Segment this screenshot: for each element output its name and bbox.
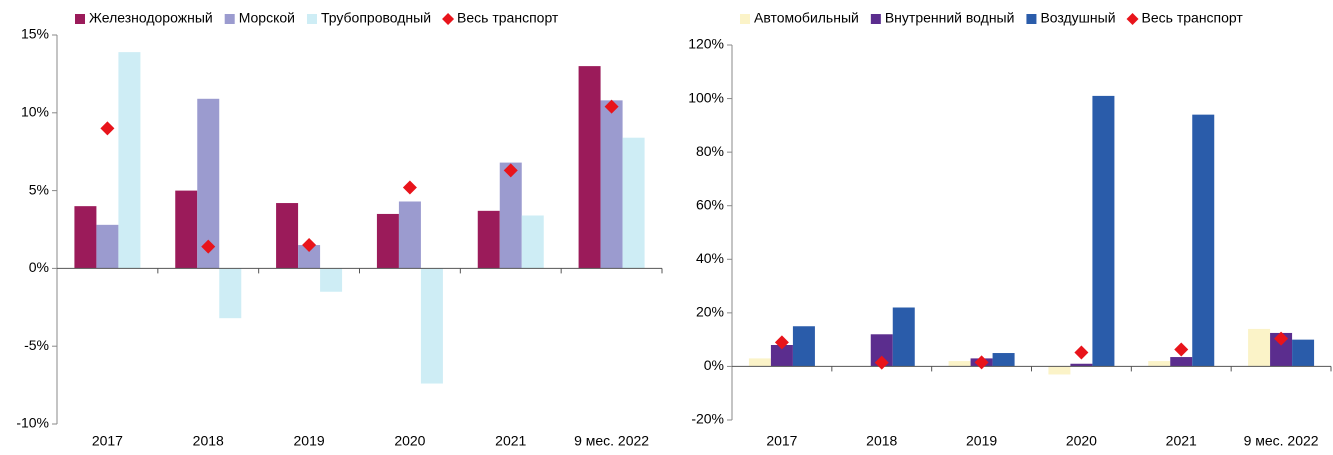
y-tick-label: 80% bbox=[696, 143, 724, 159]
bar bbox=[1248, 328, 1271, 367]
legend-label: Внутренний водный bbox=[885, 10, 1015, 26]
y-tick-label: 0% bbox=[29, 259, 49, 275]
legend-label: Весь транспорт bbox=[457, 10, 559, 26]
legend-swatch bbox=[306, 14, 317, 24]
x-tick-label: 9 мес. 2022 bbox=[1244, 433, 1319, 449]
x-tick-label: 2017 bbox=[92, 433, 123, 449]
y-tick-label: -10% bbox=[16, 415, 49, 431]
y-tick-label: 120% bbox=[688, 36, 724, 52]
bar bbox=[420, 268, 443, 384]
bar bbox=[118, 52, 141, 269]
bar bbox=[748, 358, 771, 367]
bar bbox=[398, 201, 421, 269]
bar bbox=[219, 268, 242, 319]
x-tick-label: 2018 bbox=[193, 433, 224, 449]
x-tick-label: 2020 bbox=[1066, 433, 1097, 449]
x-tick-label: 2017 bbox=[766, 433, 797, 449]
bar bbox=[477, 210, 500, 269]
bar bbox=[578, 66, 601, 269]
legend-swatch bbox=[75, 14, 85, 24]
bar bbox=[1192, 114, 1215, 367]
y-tick-label: 10% bbox=[21, 104, 49, 120]
legend-marker bbox=[1126, 13, 1139, 25]
y-tick-label: 40% bbox=[696, 250, 724, 266]
point-marker bbox=[604, 99, 619, 114]
bar bbox=[792, 326, 815, 367]
x-tick-label: 9 мес. 2022 bbox=[574, 433, 649, 449]
x-tick-label: 2020 bbox=[394, 433, 425, 449]
point-marker bbox=[1174, 342, 1189, 357]
point-marker bbox=[1274, 331, 1289, 346]
bar bbox=[1148, 361, 1171, 367]
legend-swatch bbox=[870, 14, 881, 24]
point-marker bbox=[100, 121, 115, 136]
bar bbox=[276, 203, 299, 269]
bar bbox=[1170, 357, 1193, 367]
point-marker bbox=[974, 355, 989, 370]
y-tick-label: 15% bbox=[21, 26, 49, 42]
bar bbox=[948, 361, 971, 367]
bar bbox=[1270, 332, 1293, 367]
bar bbox=[770, 345, 793, 367]
legend-swatch bbox=[740, 14, 750, 24]
x-tick-label: 2021 bbox=[495, 433, 526, 449]
y-tick-label: -5% bbox=[24, 337, 49, 353]
bar bbox=[74, 206, 97, 269]
y-tick-label: -20% bbox=[691, 411, 724, 427]
legend-label: Железнодорожный bbox=[89, 10, 213, 26]
bar bbox=[320, 268, 343, 292]
y-tick-label: 20% bbox=[696, 304, 724, 320]
legend-label: Воздушный bbox=[1040, 10, 1115, 26]
bar bbox=[376, 213, 399, 269]
x-tick-label: 2018 bbox=[866, 433, 897, 449]
y-tick-label: 60% bbox=[696, 196, 724, 212]
legend-swatch bbox=[1026, 14, 1037, 24]
legend-label: Трубопроводный bbox=[321, 10, 431, 26]
bar bbox=[499, 162, 522, 269]
bar bbox=[1070, 363, 1093, 367]
bar bbox=[870, 334, 893, 367]
bar bbox=[1048, 366, 1071, 375]
legend-label: Морской bbox=[239, 10, 295, 26]
bar bbox=[992, 353, 1015, 367]
legend-marker bbox=[442, 13, 455, 25]
point-marker bbox=[503, 163, 518, 178]
bar bbox=[96, 224, 119, 269]
point-marker bbox=[201, 239, 216, 254]
bar bbox=[197, 98, 220, 269]
x-tick-label: 2019 bbox=[966, 433, 997, 449]
y-tick-label: 100% bbox=[688, 89, 724, 105]
legend-label: Весь транспорт bbox=[1142, 10, 1244, 26]
y-tick-label: 0% bbox=[704, 357, 724, 373]
bar bbox=[892, 307, 915, 367]
bar bbox=[298, 245, 321, 269]
bar bbox=[521, 215, 544, 269]
x-tick-label: 2019 bbox=[294, 433, 325, 449]
bar bbox=[600, 100, 623, 269]
x-tick-label: 2021 bbox=[1166, 433, 1197, 449]
bar bbox=[1092, 95, 1115, 367]
legend-swatch bbox=[224, 14, 235, 24]
y-tick-label: 5% bbox=[29, 181, 49, 197]
bar bbox=[622, 137, 645, 269]
bar bbox=[175, 190, 198, 269]
point-marker bbox=[302, 238, 317, 253]
legend-label: Автомобильный bbox=[754, 10, 859, 26]
bar bbox=[1292, 339, 1315, 367]
point-marker bbox=[402, 180, 417, 195]
point-marker bbox=[1074, 345, 1089, 360]
point-marker bbox=[774, 335, 789, 350]
point-marker bbox=[874, 355, 889, 370]
